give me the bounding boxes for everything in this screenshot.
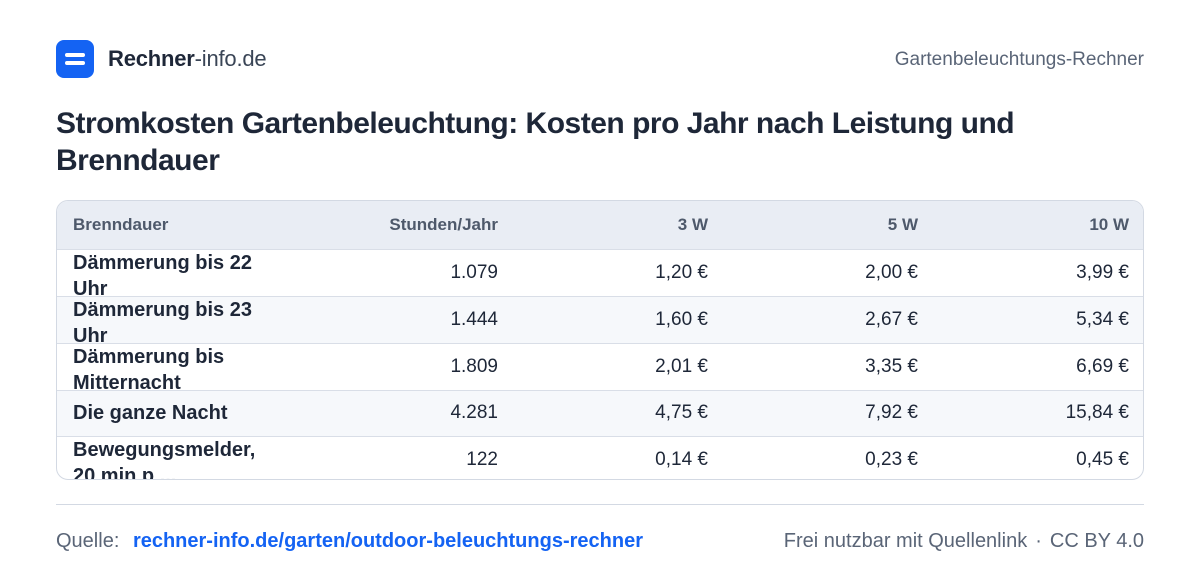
column-header-3w: 3 W [677,214,708,234]
brand-name-bold: Rechner [108,46,195,71]
table-row: Bewegungsmelder, 20 min p ... 122 0,14 €… [57,436,1143,480]
brand-name-light: -info.de [194,46,267,71]
cost-5w-cell: 2,00 € [865,261,918,283]
license-badge: CC BY 4.0 [1049,530,1144,552]
row-label: Dämmerung bis Mitternacht [57,343,287,390]
footer: Quelle: rechner-info.de/garten/outdoor-b… [56,530,1144,560]
brand-name: Rechner-info.de [108,46,267,72]
row-label: Bewegungsmelder, 20 min p ... [57,436,287,480]
cost-5w-cell: 0,23 € [865,448,918,470]
cost-10w-cell: 15,84 € [1065,402,1129,423]
row-label-text: Dämmerung bis 23 Uhr [73,298,252,343]
separator: · [1035,530,1042,552]
table-row: Dämmerung bis Mitternacht 1.809 2,01 € 3… [57,343,1143,390]
source-label: Quelle: [56,530,120,552]
calculator-label: Gartenbeleuchtungs-Rechner [894,49,1144,70]
hours-cell: 122 [466,448,498,470]
page-title: Stromkosten Gartenbeleuchtung: Kosten pr… [56,107,1015,177]
table-row: Dämmerung bis 22 Uhr 1.079 1,20 € 2,00 €… [57,249,1143,296]
footer-divider [56,504,1144,505]
cost-3w-cell: 2,01 € [655,355,708,377]
license-info: Frei nutzbar mit Quellenlink · CC BY 4.0 [784,530,1144,553]
hours-cell: 1.809 [450,355,498,377]
cost-5w-cell: 2,67 € [865,308,918,330]
hours-cell: 1.079 [450,261,498,283]
cost-table: Brenndauer Stunden/Jahr 3 W 5 W 10 W Däm… [56,200,1144,480]
row-label-text: Dämmerung bis 22 Uhr [73,251,252,296]
source-link[interactable]: rechner-info.de/garten/outdoor-beleuchtu… [132,530,643,552]
source-attribution: Quelle: rechner-info.de/garten/outdoor-b… [56,530,643,553]
column-header-brenndauer: Brenndauer [73,214,169,234]
column-header-5w: 5 W [887,214,918,234]
site-logo[interactable]: Rechner-info.de [56,40,267,78]
cost-5w-cell: 3,35 € [865,355,918,377]
row-label-text: Dämmerung bis Mitternacht [73,345,225,390]
cost-10w-cell: 6,69 € [1076,355,1129,377]
cost-5w-cell: 7,92 € [865,402,918,423]
cost-10w-cell: 5,34 € [1076,308,1129,330]
cost-3w-cell: 4,75 € [655,402,708,423]
logo-icon [56,40,94,78]
cost-10w-cell: 3,99 € [1076,261,1129,283]
row-label: Die ganze Nacht [57,390,287,436]
row-label: Dämmerung bis 22 Uhr [57,249,287,296]
row-label-text: Bewegungsmelder, 20 min p ... [73,438,256,480]
row-label-text: Die ganze Nacht [73,402,228,424]
hours-cell: 1.444 [450,308,498,330]
table-header-row: Brenndauer Stunden/Jahr 3 W 5 W 10 W [57,201,1143,249]
row-label: Dämmerung bis 23 Uhr [57,296,287,343]
table-row: Die ganze Nacht 4.281 4,75 € 7,92 € 15,8… [57,390,1143,436]
cost-3w-cell: 0,14 € [655,448,708,470]
column-header-10w: 10 W [1089,214,1129,234]
hours-cell: 4.281 [450,402,498,423]
cost-10w-cell: 0,45 € [1076,448,1129,470]
cost-3w-cell: 1,20 € [655,261,708,283]
license-text: Frei nutzbar mit Quellenlink [783,530,1028,552]
table-row: Dämmerung bis 23 Uhr 1.444 1,60 € 2,67 €… [57,296,1143,343]
site-header: Rechner-info.de Gartenbeleuchtungs-Rechn… [56,40,1144,80]
cost-3w-cell: 1,60 € [655,308,708,330]
column-header-stunden: Stunden/Jahr [389,214,498,234]
